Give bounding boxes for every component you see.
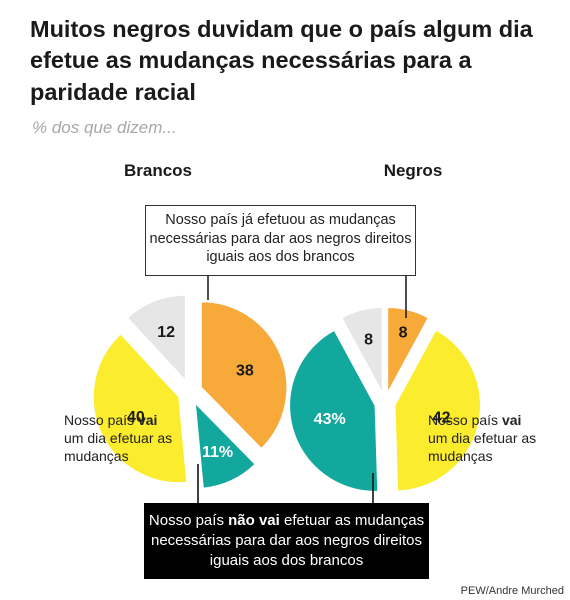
slice-label-brancos-will: 40 <box>127 409 145 426</box>
slice-brancos-already <box>200 300 288 450</box>
note-will-brancos-bold: vai <box>137 412 158 428</box>
chart-title: Muitos negros duvidam que o país algum d… <box>30 16 533 105</box>
note-will-brancos-prefix: Nosso país <box>64 412 138 428</box>
slice-negros-will <box>393 328 482 493</box>
slice-brancos-dont_know <box>126 294 187 383</box>
note-will-brancos: Nosso país vai um dia efetuar as mudança… <box>64 411 174 466</box>
slice-label-negros-already: 8 <box>399 325 408 342</box>
slice-negros-already <box>386 306 430 394</box>
slice-label-brancos-already: 38 <box>236 363 254 380</box>
callout-will-not-prefix: Nosso país <box>148 512 229 529</box>
chart-subtitle: % dos que dizem... <box>32 118 177 137</box>
callout-will-not-suffix: efetuar as mudanças necessárias para dar… <box>151 512 425 569</box>
note-will-negros-bold: vai <box>501 412 522 428</box>
slice-negros-dont_know <box>340 306 384 394</box>
note-will-negros-suffix: um dia efetuar as mudanças <box>428 430 537 465</box>
pie-title-brancos: Brancos <box>124 161 192 180</box>
note-will-negros-prefix: Nosso país <box>428 412 502 428</box>
slice-label-negros-will_not: 43% <box>314 411 346 428</box>
callout-will-not: Nosso país não vai efetuar as mudanças n… <box>144 503 429 579</box>
slice-label-negros-will: 42 <box>433 409 451 426</box>
slice-negros-will_not <box>288 329 379 493</box>
pie-title-negros: Negros <box>384 161 443 180</box>
slice-label-negros-dont_know: 8 <box>364 331 373 348</box>
slice-label-brancos-dont_know: 12 <box>157 324 175 341</box>
note-will-negros: Nosso país vai um dia efetuar as mudança… <box>428 411 538 466</box>
callout-already: Nosso país já efetuou as mudanças necess… <box>145 205 416 276</box>
callout-will-not-bold: não vai <box>228 512 280 529</box>
source-credit: PEW/Andre Murched <box>460 585 564 597</box>
slice-brancos-will <box>92 332 188 484</box>
slice-brancos-will_not <box>194 400 257 490</box>
note-will-brancos-suffix: um dia efetuar as mudanças <box>64 430 173 465</box>
slice-label-brancos-will_not: 11% <box>202 444 233 461</box>
